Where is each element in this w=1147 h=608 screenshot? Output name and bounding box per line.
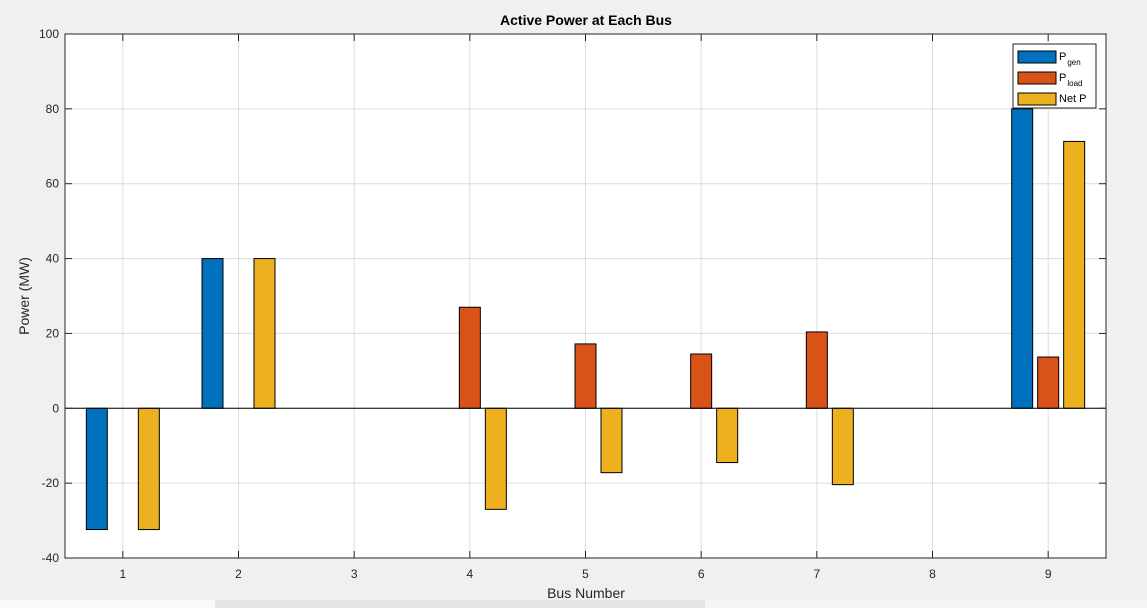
window-bottom-strip: [0, 600, 1147, 608]
bar-net-bus-7: [831, 407, 854, 486]
y-tick-label: 20: [46, 326, 60, 340]
legend-entry-label: Pgen: [1059, 51, 1081, 67]
bar-load-bus-6: [690, 353, 713, 409]
legend-entry-subscript: load: [1067, 79, 1082, 88]
bar-gen-bus-1: [85, 407, 108, 531]
x-tick-label: 6: [698, 567, 705, 581]
y-tick-label: 40: [46, 252, 60, 266]
legend-entry-name: P: [1059, 72, 1066, 84]
y-tick-label: 0: [52, 401, 59, 415]
legend-entry-subscript: gen: [1067, 58, 1080, 67]
x-tick-label: 7: [813, 567, 820, 581]
bar-net-bus-4: [484, 407, 507, 510]
y-tick-label: 100: [39, 27, 59, 41]
bar-load-bus-4: [458, 306, 481, 409]
y-tick-label: 80: [46, 102, 60, 116]
bar-load-bus-9: [1037, 356, 1060, 409]
y-tick-label: 60: [46, 177, 60, 191]
y-axis-label: Power (MW): [16, 257, 32, 335]
x-tick-label: 1: [119, 567, 126, 581]
x-tick-label: 2: [235, 567, 242, 581]
x-axis-label: Bus Number: [547, 585, 625, 601]
x-tick-label: 3: [351, 567, 358, 581]
legend-entry-name: P: [1059, 51, 1066, 63]
bar-net-bus-9: [1063, 140, 1086, 409]
legend-entry-name: Net P: [1059, 93, 1087, 105]
legend-entry-label: Net P: [1059, 93, 1087, 105]
bar-gen-bus-2: [201, 258, 224, 409]
legend-swatch: [1017, 50, 1057, 64]
legend-entry-label: Pload: [1059, 72, 1082, 88]
x-tick-label: 9: [1045, 567, 1052, 581]
chart-title: Active Power at Each Bus: [500, 12, 672, 28]
bar-load-bus-5: [574, 343, 597, 409]
y-tick-label: -40: [42, 551, 60, 565]
x-tick-label: 5: [582, 567, 589, 581]
bar-net-bus-5: [600, 407, 623, 474]
bar-net-bus-1: [137, 407, 160, 531]
bar-gen-bus-9: [1011, 108, 1034, 409]
bar-net-bus-2: [253, 258, 276, 409]
x-tick-label: 4: [466, 567, 473, 581]
legend-swatch: [1017, 92, 1057, 106]
x-tick-label: 8: [929, 567, 936, 581]
bar-load-bus-7: [805, 331, 828, 409]
bars: [85, 108, 1086, 531]
y-tick-label: -20: [42, 476, 60, 490]
bar-net-bus-6: [716, 407, 739, 464]
tick-marks: [65, 33, 1106, 559]
legend-swatch: [1017, 71, 1057, 85]
tick-labels: -40 -20 0 20 40 60 80 100 1 2 3 4 5 6 7 8 9: [39, 27, 1052, 581]
